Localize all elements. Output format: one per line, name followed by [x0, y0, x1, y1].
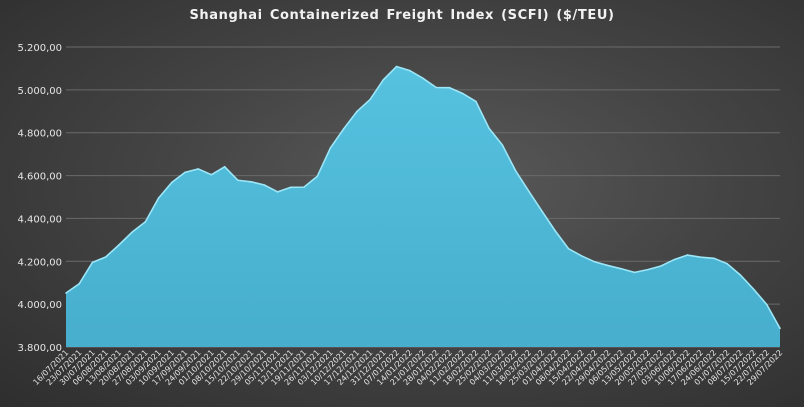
y-tick-label: 5.200,00 [17, 43, 62, 54]
data-point [197, 168, 200, 170]
y-tick-label: 4.200,00 [17, 257, 62, 268]
data-point [118, 244, 120, 246]
data-point [65, 292, 67, 294]
y-tick-label: 4.000,00 [17, 300, 62, 311]
data-point [184, 171, 186, 174]
data-point [408, 69, 411, 72]
data-point [91, 261, 94, 264]
chart-title: Shanghai Containerized Freight Index (SC… [189, 8, 615, 23]
data-point [765, 303, 768, 306]
data-point [382, 78, 385, 81]
data-point [541, 210, 543, 212]
data-point [686, 254, 689, 256]
data-point [342, 128, 345, 130]
data-point [131, 231, 133, 233]
y-axis: 3.800,00 4.000,00 4.200,00 4.400,00 4.600,00… [17, 43, 62, 354]
data-point [78, 282, 81, 285]
data-point [779, 327, 781, 330]
y-tick-label: 3.800,00 [17, 343, 62, 354]
data-point [210, 173, 213, 176]
data-point [633, 271, 636, 274]
data-point [713, 257, 715, 260]
data-point [263, 184, 266, 186]
data-point [514, 169, 517, 172]
data-point [620, 267, 623, 270]
data-point [157, 197, 160, 199]
data-point [303, 186, 305, 188]
data-point [104, 256, 107, 258]
data-point [395, 65, 398, 68]
y-tick-label: 4.600,00 [17, 172, 62, 183]
data-point [501, 144, 504, 146]
data-point [448, 86, 451, 89]
data-point [422, 77, 424, 80]
data-point [289, 186, 292, 189]
data-point [646, 268, 649, 271]
data-point [356, 110, 358, 113]
y-tick-label: 5.000,00 [17, 86, 62, 97]
x-axis: 16/07/202123/07/202130/07/202106/08/2021… [31, 348, 784, 387]
data-point [554, 230, 557, 232]
y-tick-label: 4.800,00 [17, 129, 62, 140]
data-point [170, 181, 173, 184]
data-point [594, 261, 596, 263]
data-point [237, 179, 239, 182]
data-point [726, 262, 728, 265]
data-point [752, 288, 755, 290]
data-point [607, 264, 609, 267]
data-point [250, 180, 252, 183]
data-point [316, 175, 319, 178]
area-fill [66, 66, 780, 347]
data-point [580, 255, 583, 257]
data-point [144, 221, 147, 223]
data-point [527, 190, 530, 193]
data-point [475, 100, 477, 103]
data-point [699, 256, 702, 259]
data-point [461, 92, 464, 95]
data-point [567, 247, 570, 250]
y-tick-label: 4.400,00 [17, 214, 62, 225]
data-point [660, 265, 662, 267]
data-point [435, 86, 438, 89]
data-point [739, 274, 742, 276]
data-point [673, 258, 676, 261]
data-point [329, 147, 332, 149]
data-point [369, 98, 371, 101]
area-series [65, 65, 781, 347]
data-point [223, 165, 226, 168]
data-point [488, 127, 490, 130]
data-point [276, 191, 279, 193]
